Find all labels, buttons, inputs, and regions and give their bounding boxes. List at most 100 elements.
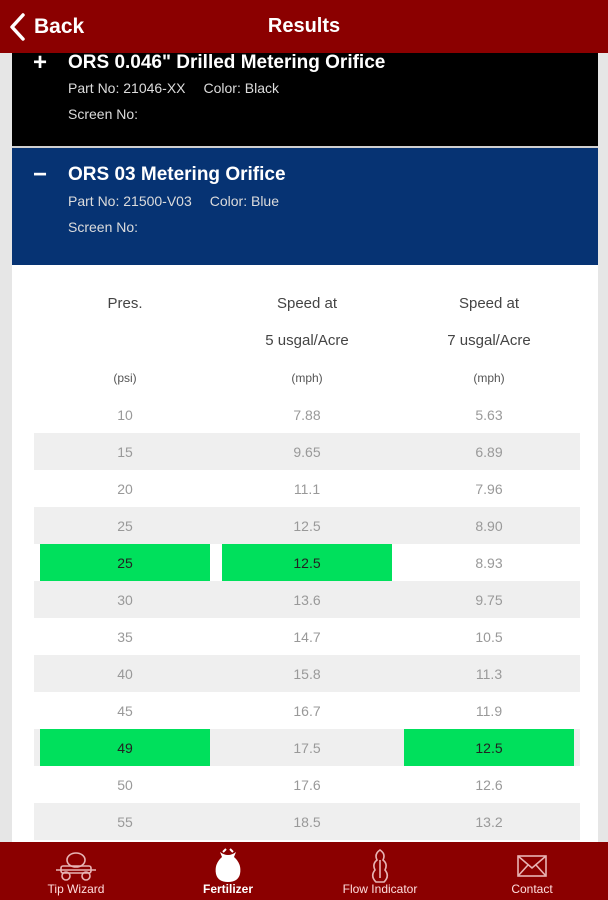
speed-5-cell: 12.5: [216, 507, 398, 544]
table-row: 40 15.8 11.3: [34, 655, 580, 692]
cell-value: 9.75: [475, 591, 503, 608]
tab-label: Fertilizer: [202, 882, 253, 896]
speed-5-cell: 18.5: [216, 803, 398, 840]
cell-value: 15: [117, 443, 133, 460]
pressure-cell: 49: [34, 729, 216, 766]
tab-contact[interactable]: Contact: [456, 842, 608, 900]
cell-value: 12.5: [293, 554, 321, 571]
cell-value: 8.93: [475, 554, 503, 571]
table-row: 45 16.7 11.9: [34, 692, 580, 729]
orifice-card-drilled[interactable]: + ORS 0.046" Drilled Metering Orifice Pa…: [12, 53, 598, 146]
header-speed-7: Speed at: [458, 295, 520, 312]
cell-value: 12.5: [293, 517, 321, 534]
tab-label: Flow Indicator: [342, 882, 418, 896]
header-pressure: Pres.: [107, 295, 143, 312]
speed-7-cell: 10.5: [398, 618, 580, 655]
cell-value: 25: [117, 554, 133, 571]
orifice-name: ORS 03 Metering Orifice: [68, 164, 286, 185]
tab-flow-indicator[interactable]: Flow Indicator: [304, 842, 456, 900]
cell-value: 7.96: [475, 480, 503, 497]
cell-value: 35: [117, 628, 133, 645]
speed-5-cell: 12.5: [216, 544, 398, 581]
table-row: 49 17.5 12.5: [34, 729, 580, 766]
table-row: 15 9.65 6.89: [34, 433, 580, 470]
orifice-name: ORS 0.046" Drilled Metering Orifice: [68, 53, 386, 73]
expand-icon[interactable]: +: [33, 53, 48, 76]
speed-7-cell: 12.5: [398, 729, 580, 766]
speed-5-cell: 14.7: [216, 618, 398, 655]
speed-7-cell: 11.3: [398, 655, 580, 692]
tab-fertilizer[interactable]: Fertilizer: [152, 842, 304, 900]
table-row: 35 14.7 10.5: [34, 618, 580, 655]
speed-5-cell: 11.1: [216, 470, 398, 507]
cell-value: 55: [117, 813, 133, 830]
bottom-tab-bar: Tip Wizard Fertilizer Flow Indicator Con…: [0, 842, 608, 900]
table-row: 25 12.5 8.93: [34, 544, 580, 581]
speed-7-cell: 11.9: [398, 692, 580, 729]
table-row: 30 13.6 9.75: [34, 581, 580, 618]
results-content[interactable]: + ORS 0.046" Drilled Metering Orifice Pa…: [12, 53, 598, 842]
table-row: 25 12.5 8.90: [34, 507, 580, 544]
pressure-cell: 40: [34, 655, 216, 692]
units-mph-7: (mph): [473, 370, 505, 385]
table-row: 20 11.1 7.96: [34, 470, 580, 507]
cell-value: 17.6: [293, 776, 321, 793]
cell-value: 8.90: [475, 517, 503, 534]
tab-tip-wizard[interactable]: Tip Wizard: [0, 842, 152, 900]
table-row: 55 18.5 13.2: [34, 803, 580, 840]
cell-value: 11.9: [475, 702, 503, 719]
speed-5-cell: 15.8: [216, 655, 398, 692]
table-units-row: (psi) (mph) (mph): [34, 359, 580, 396]
pressure-cell: 25: [34, 544, 216, 581]
cell-value: 15.8: [293, 665, 321, 682]
cell-value: 11.3: [475, 665, 503, 682]
flow-indicator-icon: [371, 849, 389, 883]
header-rate-5: 5 usgal/Acre: [265, 332, 349, 349]
cell-value: 7.88: [293, 406, 321, 423]
fertilizer-bag-icon: [215, 848, 241, 882]
pressure-cell: 55: [34, 803, 216, 840]
pressure-cell: 20: [34, 470, 216, 507]
cell-value: 17.5: [293, 739, 321, 756]
table-row: 10 7.88 5.63: [34, 396, 580, 433]
cell-value: 30: [117, 591, 133, 608]
speed-5-cell: 13.6: [216, 581, 398, 618]
units-mph-5: (mph): [291, 370, 323, 385]
envelope-icon: [517, 855, 547, 877]
table-body: 10 7.88 5.63 15 9.65 6.89 20 11.1 7.96 25 12.5 8.90…: [12, 396, 598, 840]
cell-value: 45: [117, 702, 133, 719]
header-pressure-line2: [34, 322, 216, 359]
cell-value: 18.5: [293, 813, 321, 830]
speed-7-cell: 8.93: [398, 544, 580, 581]
cell-value: 6.89: [475, 443, 503, 460]
speed-5-cell: 17.5: [216, 729, 398, 766]
back-label: Back: [34, 15, 85, 38]
cell-value: 13.2: [475, 813, 503, 830]
part-number: Part No: 21500-V03: [68, 193, 192, 209]
color-label: Color: Blue: [209, 193, 280, 209]
speed-5-cell: 16.7: [216, 692, 398, 729]
cell-value: 14.7: [293, 628, 321, 645]
screen-number: Screen No:: [68, 219, 139, 235]
tab-label: Contact: [511, 882, 553, 896]
collapse-icon[interactable]: −: [33, 161, 48, 188]
table-header-row-2: 5 usgal/Acre 7 usgal/Acre: [34, 322, 580, 359]
speed-5-cell: 7.88: [216, 396, 398, 433]
top-bar: Back Results: [0, 0, 608, 53]
cell-value: 12.5: [475, 739, 503, 756]
cell-value: 9.65: [293, 443, 321, 460]
speed-7-cell: 6.89: [398, 433, 580, 470]
pressure-cell: 10: [34, 396, 216, 433]
cell-value: 10.5: [475, 628, 503, 645]
table-header-row: Pres. Speed at Speed at: [34, 285, 580, 322]
pressure-cell: 35: [34, 618, 216, 655]
cell-value: 50: [117, 776, 133, 793]
speed-table: Pres. Speed at Speed at 5 usgal/Acre 7 u…: [12, 265, 598, 840]
pressure-cell: 30: [34, 581, 216, 618]
color-label: Color: Black: [203, 80, 279, 96]
back-button[interactable]: Back: [8, 11, 84, 43]
pressure-cell: 45: [34, 692, 216, 729]
cell-value: 13.6: [293, 591, 321, 608]
orifice-card-ors03[interactable]: − ORS 03 Metering Orifice Part No: 21500…: [12, 148, 598, 265]
chevron-left-icon: [10, 13, 25, 41]
